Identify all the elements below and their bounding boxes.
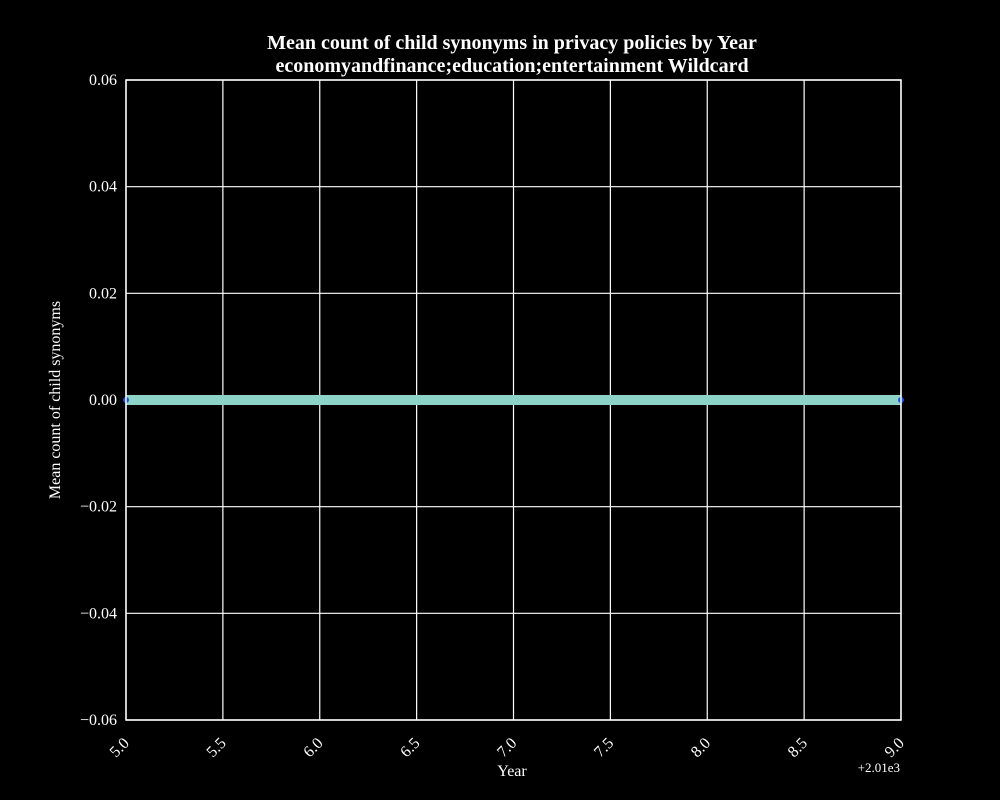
chart-title-line-2: economyandfinance;education;entertainmen… — [275, 55, 748, 77]
series-layer — [123, 395, 904, 405]
y-tick-label: 0.00 — [89, 392, 117, 409]
y-tick-label: 0.04 — [89, 179, 117, 196]
y-tick-label: −0.02 — [80, 499, 117, 516]
y-axis-label: Mean count of child synonyms — [47, 301, 64, 499]
y-tick-label: 0.06 — [89, 72, 117, 89]
y-tick-label: −0.06 — [80, 712, 117, 729]
plot-frame — [125, 79, 902, 721]
x-axis-offset-label: +2.01e3 — [858, 760, 900, 775]
chart-title-line-1: Mean count of child synonyms in privacy … — [267, 32, 757, 54]
x-axis-label: Year — [497, 763, 527, 780]
y-tick-label: 0.02 — [89, 285, 117, 302]
y-tick-label: −0.04 — [80, 605, 117, 622]
y-axis-ticks: 0.06 0.04 0.02 0.00 −0.02 −0.04 −0.06 — [80, 72, 117, 729]
